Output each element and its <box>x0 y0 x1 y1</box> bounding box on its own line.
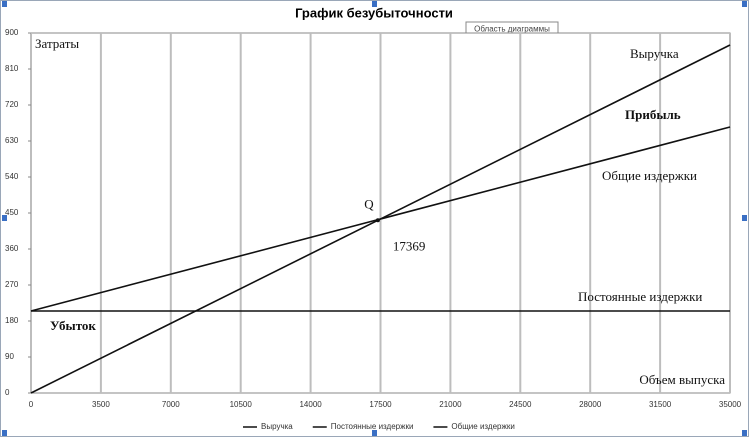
annotation: Выручка <box>630 46 679 61</box>
chart-title: График безубыточности <box>295 5 453 20</box>
y-tick-label: 180 <box>5 316 19 325</box>
y-tick-label: 720 <box>5 100 19 109</box>
annotation: Общие издержки <box>602 168 697 183</box>
x-tick-label: 21000 <box>439 400 462 409</box>
legend-label: Общие издержки <box>451 422 514 431</box>
y-tick-label: 270 <box>5 280 19 289</box>
x-tick-label: 14000 <box>299 400 322 409</box>
annotation: Постоянные издержки <box>578 289 702 304</box>
y-tick-label: 90 <box>5 352 14 361</box>
y-tick-label: 360 <box>5 244 19 253</box>
y-tick-label: 630 <box>5 136 19 145</box>
x-tick-label: 31500 <box>649 400 672 409</box>
x-tick-label: 28000 <box>579 400 602 409</box>
annotation: Прибыль <box>625 107 681 122</box>
y-tick-label: 0 <box>5 388 10 397</box>
y-tick-label: 900 <box>5 28 19 37</box>
x-axis-title: Объем выпуска <box>639 372 725 387</box>
break-even-point <box>375 218 380 223</box>
break-even-label: Q <box>364 196 374 211</box>
y-tick-label: 540 <box>5 172 19 181</box>
y-axis-title: Затраты <box>35 36 79 51</box>
y-tick-label: 450 <box>5 208 19 217</box>
x-tick-label: 3500 <box>92 400 110 409</box>
x-tick-label: 24500 <box>509 400 532 409</box>
legend-label: Постоянные издержки <box>331 422 414 431</box>
x-tick-label: 0 <box>29 400 34 409</box>
y-tick-label: 810 <box>5 64 19 73</box>
series-line <box>30 126 731 312</box>
tooltip-text: Область диаграммы <box>474 25 550 34</box>
break-even-value: 17369 <box>393 238 426 253</box>
x-tick-label: 17500 <box>369 400 392 409</box>
legend-label: Выручка <box>261 422 293 431</box>
selection-handles <box>2 1 747 436</box>
x-tick-label: 35000 <box>719 400 742 409</box>
x-tick-label: 10500 <box>230 400 253 409</box>
x-tick-label: 7000 <box>162 400 180 409</box>
annotation: Убыток <box>50 318 96 333</box>
